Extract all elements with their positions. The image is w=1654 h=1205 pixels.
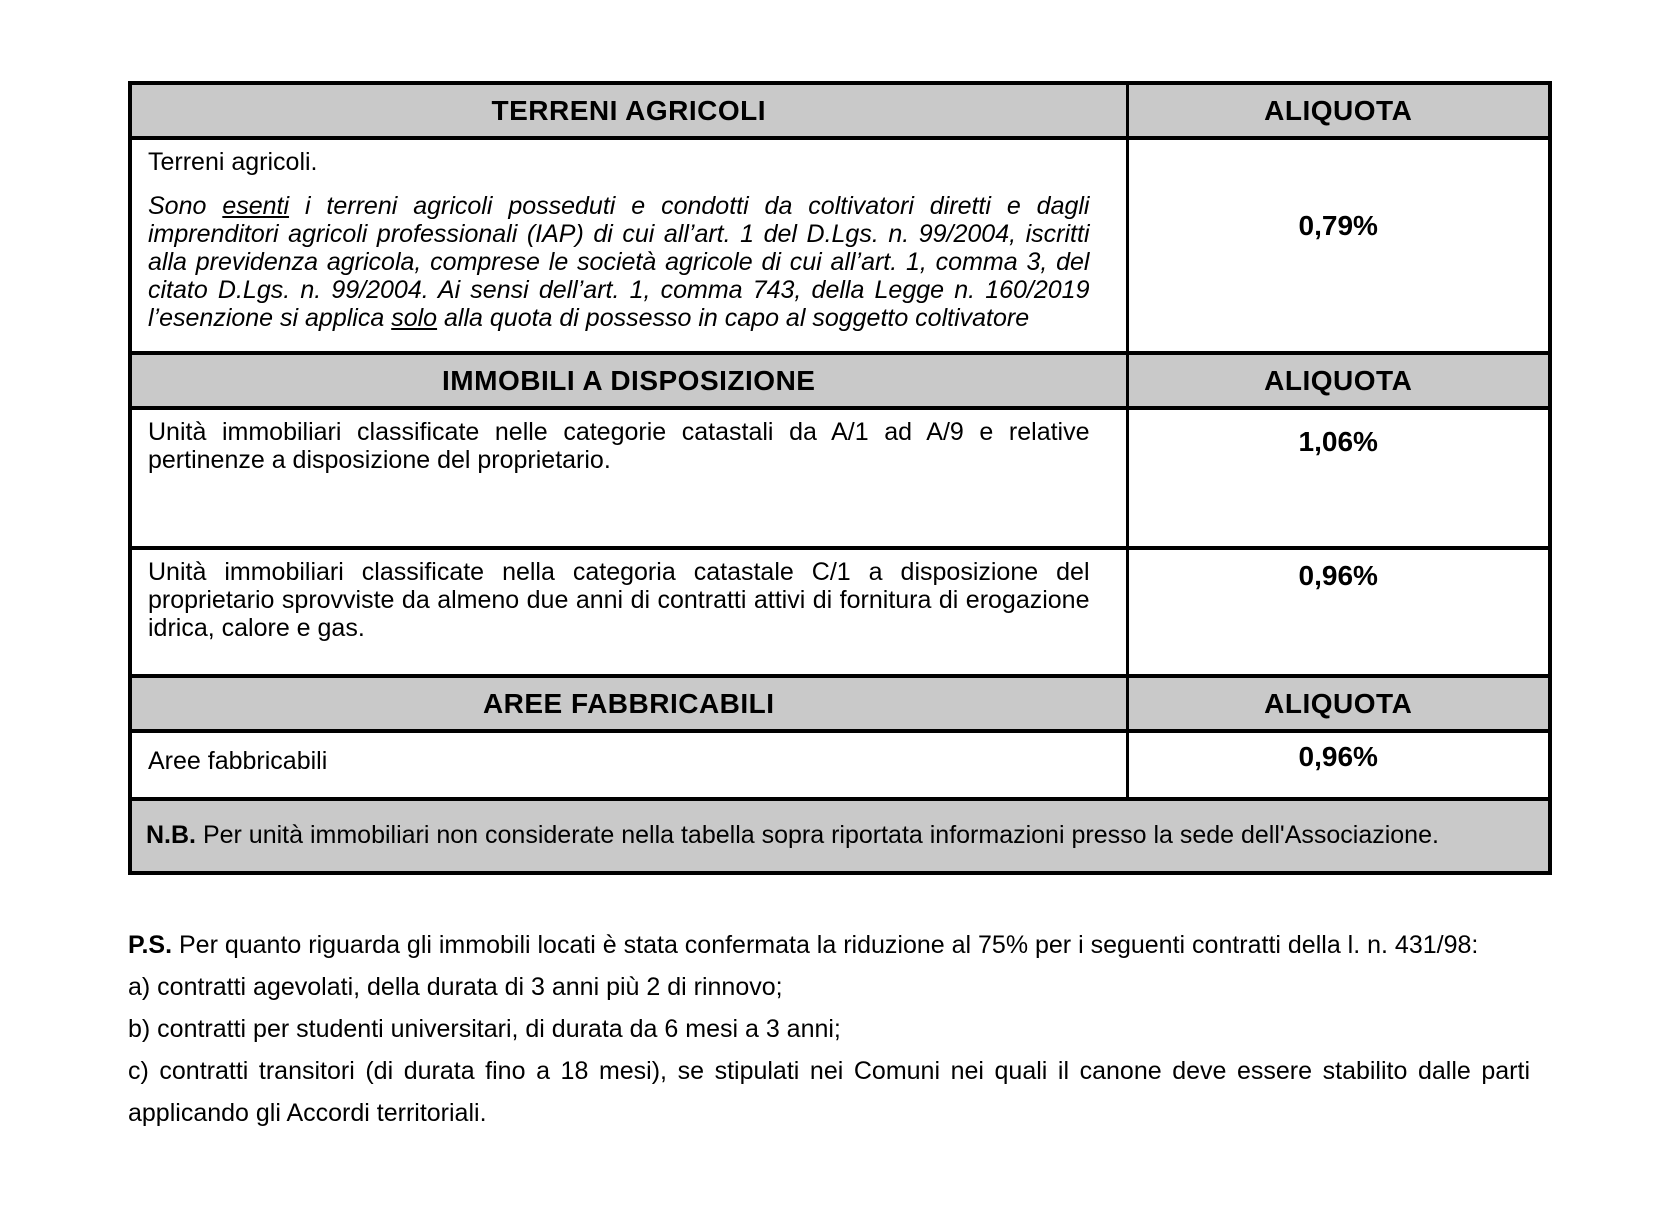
note-prefix: N.B. <box>146 821 196 849</box>
tax-rates-table: TERRENI AGRICOLI ALIQUOTA Terreni agrico… <box>128 81 1552 875</box>
contract-item-c: c) contratti transitori (di durata fino … <box>128 1057 1530 1127</box>
aliquota-column-header: ALIQUOTA <box>1127 351 1550 410</box>
terreni-agricoli-description-cell: Terreni agricoli. Sono esenti i terreni … <box>130 136 1129 355</box>
postscript-prefix: P.S. <box>128 931 173 959</box>
note-cell: N.B. Per unità immobiliari non considera… <box>130 797 1550 875</box>
terreni-agricoli-rate: 0,79% <box>1127 136 1550 355</box>
aree-fabbricabili-rate: 0,96% <box>1127 729 1550 801</box>
postscript-intro: P.S. Per quanto riguarda gli immobili lo… <box>128 924 1530 966</box>
terreni-agricoli-label: Terreni agricoli. <box>148 148 318 176</box>
section-header-immobili-a-disposizione: IMMOBILI A DISPOSIZIONE ALIQUOTA <box>130 351 1550 410</box>
aliquota-column-header: ALIQUOTA <box>1127 674 1550 733</box>
table-row-immobili-c1: Unità immobiliari classificate nella cat… <box>130 546 1550 678</box>
immobili-a1-a9-description: Unità immobiliari classificate nelle cat… <box>148 418 1090 474</box>
section-title-terreni-agricoli: TERRENI AGRICOLI <box>130 81 1129 140</box>
table-row-aree-fabbricabili: Aree fabbricabili 0,96% <box>130 729 1550 801</box>
terreni-agricoli-exemption-note: Sono esenti i terreni agricoli posseduti… <box>148 192 1090 332</box>
immobili-a1-a9-description-cell: Unità immobiliari classificate nelle cat… <box>130 406 1129 550</box>
postscript-block: P.S. Per quanto riguarda gli immobili lo… <box>128 924 1530 1134</box>
immobili-a1-a9-rate: 1,06% <box>1127 406 1550 550</box>
table-row-immobili-a1-a9: Unità immobiliari classificate nelle cat… <box>130 406 1550 550</box>
section-title-immobili-a-disposizione: IMMOBILI A DISPOSIZIONE <box>130 351 1129 410</box>
immobili-c1-description: Unità immobiliari classificate nella cat… <box>148 558 1090 642</box>
section-header-aree-fabbricabili: AREE FABBRICABILI ALIQUOTA <box>130 674 1550 733</box>
table-row-note: N.B. Per unità immobiliari non considera… <box>130 797 1550 875</box>
section-title-aree-fabbricabili: AREE FABBRICABILI <box>130 674 1129 733</box>
contract-item-a: a) contratti agevolati, della durata di … <box>128 973 783 1001</box>
contract-item-b: b) contratti per studenti universitari, … <box>128 1015 841 1043</box>
aliquota-column-header: ALIQUOTA <box>1127 81 1550 140</box>
postscript-text: Per quanto riguarda gli immobili locati … <box>178 931 1479 959</box>
table-row-terreni-agricoli: Terreni agricoli. Sono esenti i terreni … <box>130 136 1550 355</box>
immobili-c1-rate: 0,96% <box>1127 546 1550 678</box>
note-text: Per unità immobiliari non considerate ne… <box>202 821 1439 849</box>
aree-fabbricabili-label: Aree fabbricabili <box>148 747 328 775</box>
aree-fabbricabili-description-cell: Aree fabbricabili <box>130 729 1129 801</box>
immobili-c1-description-cell: Unità immobiliari classificate nella cat… <box>130 546 1129 678</box>
section-header-terreni-agricoli: TERRENI AGRICOLI ALIQUOTA <box>130 81 1550 140</box>
